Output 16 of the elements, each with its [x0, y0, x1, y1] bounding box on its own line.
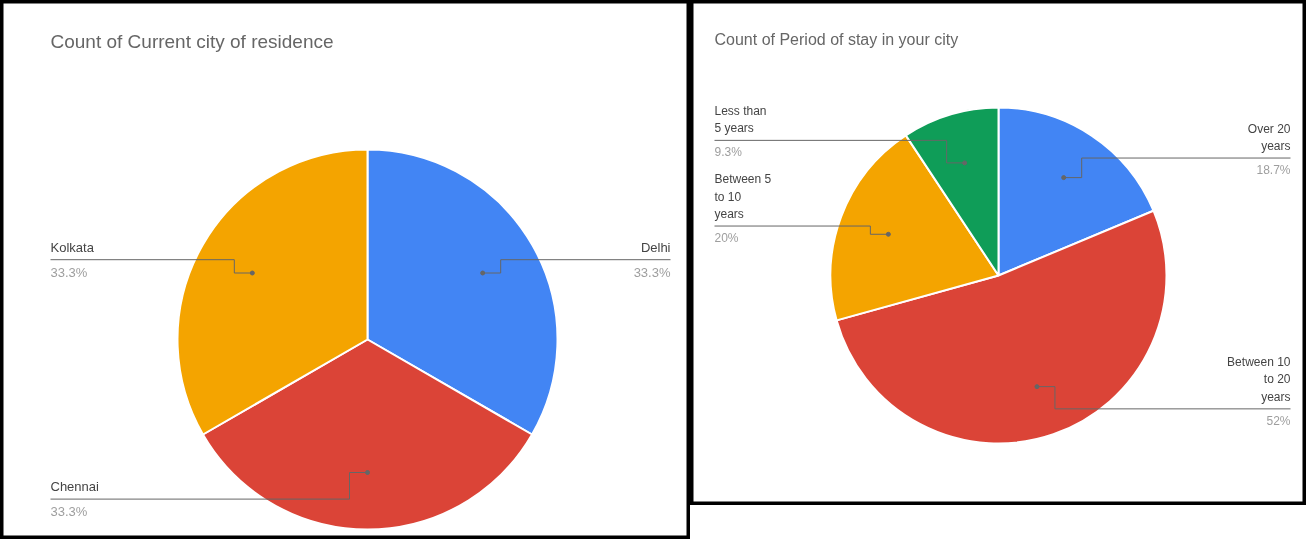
slice-label: Kolkata [50, 239, 95, 255]
data-label: 18.7% [1256, 163, 1291, 178]
data-label: 9.3% [714, 145, 743, 160]
data-label: 33.3% [50, 264, 88, 280]
data-label: 33.3% [633, 264, 671, 280]
chart-title: Count of Current city of residence [50, 30, 334, 52]
data-label: 52% [1266, 413, 1291, 428]
slice-label: Over 20 years [1247, 121, 1291, 154]
slice-label: Delhi [640, 239, 671, 255]
slice-label: Between 5 to 10 years [714, 172, 772, 222]
slice-label: Between 10 to 20 years [1227, 354, 1291, 404]
data-label: 20% [714, 231, 739, 246]
chart-title: Count of Period of stay in your city [714, 30, 959, 48]
data-label: 33.3% [50, 504, 88, 520]
slice-label: Chennai [50, 479, 100, 495]
slice-label: Less than 5 years [714, 103, 767, 136]
